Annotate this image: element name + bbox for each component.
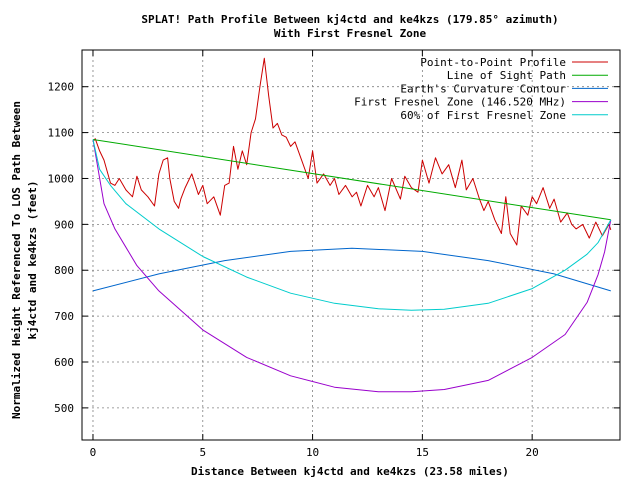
x-tick-label: 0 [90, 446, 97, 459]
x-tick-label: 5 [199, 446, 206, 459]
plot-frame [81, 49, 621, 441]
x-axis-label: Distance Between kj4ctd and ke4kzs (23.5… [191, 465, 509, 478]
legend-label: Point-to-Point Profile [420, 56, 566, 69]
y-axis-label: Normalized Height Referenced To LOS Path… [10, 101, 23, 419]
chart-title: SPLAT! Path Profile Between kj4ctd and k… [141, 13, 558, 26]
legend-label: Line of Sight Path [447, 69, 566, 82]
y-tick-label: 700 [54, 310, 74, 323]
legend-label: 60% of First Fresnel Zone [400, 109, 566, 122]
grid [82, 50, 620, 440]
x-tick-label: 10 [306, 446, 319, 459]
series-group [92, 57, 612, 393]
y-tick-label: 500 [54, 402, 74, 415]
x-tick-label: 15 [416, 446, 429, 459]
y-tick-label: 1200 [48, 81, 75, 94]
series-line-4 [92, 139, 612, 393]
tick-labels: 0 5 10 15 20 500 600 700 800 900 1000 1100 1200 [48, 81, 539, 459]
y-tick-label: 600 [54, 356, 74, 369]
y-axis-label-line-2: kj4ctd and ke4kzs (feet) [26, 181, 39, 340]
legend-label: Earth's Curvature Contour [400, 82, 566, 95]
y-tick-label: 1000 [48, 172, 75, 185]
y-tick-label: 900 [54, 218, 74, 231]
y-tick-label: 1100 [48, 127, 75, 140]
series-line-5 [92, 139, 612, 311]
series-line-3 [92, 247, 611, 292]
series-line-1 [92, 57, 612, 246]
x-tick-label: 20 [526, 446, 539, 459]
y-tick-label: 800 [54, 264, 74, 277]
series-line-2 [92, 139, 611, 221]
chart-subtitle: With First Fresnel Zone [274, 27, 427, 40]
axes [81, 49, 621, 441]
legend-label: First Fresnel Zone (146.520 MHz) [354, 96, 566, 109]
